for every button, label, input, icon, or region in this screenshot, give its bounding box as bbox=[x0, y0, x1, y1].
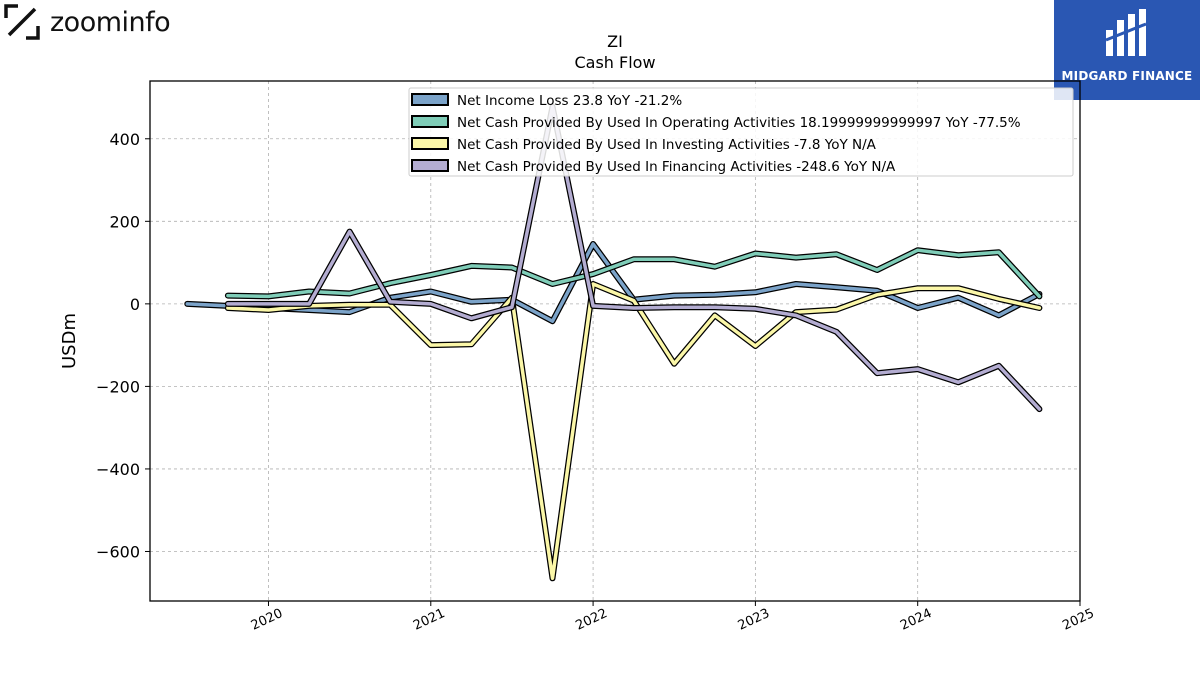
y-tick-label: 400 bbox=[109, 130, 140, 149]
legend-swatch bbox=[411, 137, 449, 150]
legend-entry: Net Cash Provided By Used In Operating A… bbox=[457, 115, 1021, 131]
zoominfo-mark-icon bbox=[4, 4, 40, 40]
y-tick-label: −400 bbox=[96, 460, 140, 479]
x-tick-label: 2025 bbox=[1060, 606, 1096, 634]
midgard-finance-logo: MIDGARD FINANCE bbox=[1054, 0, 1200, 100]
x-tick-label: 2021 bbox=[411, 606, 447, 634]
plot-frame bbox=[149, 80, 1081, 602]
x-tick-label: 2022 bbox=[573, 606, 609, 634]
chart-title: ZI bbox=[607, 32, 623, 51]
midgard-logo-text: MIDGARD FINANCE bbox=[1061, 69, 1193, 83]
x-tick-label: 2020 bbox=[249, 606, 285, 634]
x-tick-label: 2023 bbox=[736, 606, 772, 634]
y-tick-label: 200 bbox=[109, 212, 140, 231]
legend-entry: Net Cash Provided By Used In Financing A… bbox=[457, 159, 896, 175]
legend-swatch bbox=[411, 159, 449, 172]
axis-ticks: −600 −400 −200 0 200 400 2020 2021 2022 2023 2024 2… bbox=[96, 130, 1097, 634]
zoominfo-logo: zoominfo bbox=[4, 4, 171, 40]
series-4-line bbox=[226, 104, 1042, 411]
y-tick-label: −600 bbox=[96, 542, 140, 561]
series-lines bbox=[184, 103, 1043, 582]
legend-entry: Net Cash Provided By Used In Investing A… bbox=[457, 137, 877, 153]
legend-box bbox=[408, 87, 1074, 177]
series-2-line bbox=[226, 248, 1042, 299]
midgard-mark-icon bbox=[1105, 9, 1147, 56]
series-1-line bbox=[185, 242, 1042, 323]
y-tick-label: 0 bbox=[130, 295, 140, 314]
legend: Net Income Loss 23.8 YoY -21.2% Net Cash … bbox=[408, 87, 1074, 177]
series-3-line bbox=[226, 282, 1042, 581]
y-axis-label: USDm bbox=[59, 313, 80, 369]
legend-entry: Net Income Loss 23.8 YoY -21.2% bbox=[457, 93, 682, 109]
y-tick-label: −200 bbox=[96, 377, 140, 396]
legend-swatch bbox=[411, 93, 449, 106]
legend-swatch bbox=[411, 115, 449, 128]
chart-subtitle: Cash Flow bbox=[574, 53, 655, 72]
x-tick-label: 2024 bbox=[898, 606, 934, 634]
zoominfo-logo-text: zoominfo bbox=[50, 6, 171, 38]
